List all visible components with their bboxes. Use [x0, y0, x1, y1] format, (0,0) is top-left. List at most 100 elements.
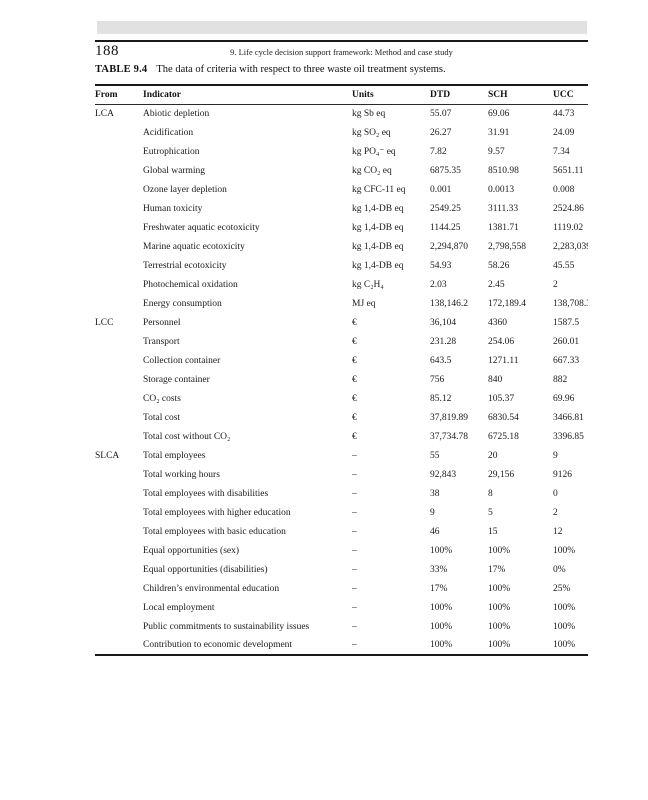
cell-dtd: 756 — [430, 374, 445, 385]
cell-sch: 58.26 — [488, 260, 510, 271]
cell-sch: 6725.18 — [488, 431, 519, 442]
cell-dtd: 17% — [430, 583, 448, 594]
table-row: CO₂ costs € 85.12 105.37 69.96 — [95, 389, 588, 408]
cell-ucc: 1119.02 — [553, 222, 584, 233]
col-header-sch: SCH — [488, 85, 553, 105]
table-caption: The data of criteria with respect to thr… — [156, 64, 446, 75]
cell-dtd: 37,734.78 — [430, 431, 468, 442]
table-label: TABLE 9.4 — [95, 64, 148, 75]
cell-sch: 100% — [488, 621, 511, 632]
cell-group: LCC — [95, 317, 114, 328]
cell-sch: 100% — [488, 545, 511, 556]
table-row: LCA Abiotic depletion kg Sb eq 55.07 69.… — [95, 104, 588, 123]
cell-ucc: 2524.86 — [553, 203, 584, 214]
cell-group — [95, 636, 143, 655]
cell-sch: 17% — [488, 564, 506, 575]
cell-ucc: 100% — [553, 545, 576, 556]
cell-units: € — [352, 393, 357, 404]
cell-group — [95, 427, 143, 446]
cell-sch: 2.45 — [488, 279, 505, 290]
cell-sch: 100% — [488, 602, 511, 613]
cell-group — [95, 180, 143, 199]
cell-dtd: 9 — [430, 507, 435, 518]
cell-group — [95, 484, 143, 503]
cell-group — [95, 275, 143, 294]
cell-sch: 20 — [488, 450, 498, 461]
cell-sch: 3111.33 — [488, 203, 519, 214]
cell-indicator: Abiotic depletion — [143, 108, 210, 119]
cell-indicator: Photochemical oxidation — [143, 279, 238, 290]
cell-units: kg 1,4-DB eq — [352, 260, 404, 271]
cell-dtd: 6875.35 — [430, 165, 461, 176]
cell-indicator: Total cost without CO₂ — [143, 431, 231, 442]
cell-dtd: 38 — [430, 488, 440, 499]
cell-indicator: Total working hours — [143, 469, 220, 480]
table-row: Children’s environmental education – 17%… — [95, 579, 588, 598]
cell-ucc: 260.01 — [553, 336, 580, 347]
cell-ucc: 25% — [553, 583, 571, 594]
table-row: Equal opportunities (disabilities) – 33%… — [95, 560, 588, 579]
cell-group: SLCA — [95, 450, 120, 461]
cell-group — [95, 142, 143, 161]
cell-dtd: 7.82 — [430, 146, 447, 157]
cell-units: kg SO₂ eq — [352, 127, 391, 138]
cell-sch: 100% — [488, 583, 511, 594]
table-title: TABLE 9.4 The data of criteria with respe… — [95, 64, 588, 75]
cell-ucc: 0 — [553, 488, 558, 499]
cell-ucc: 44.73 — [553, 108, 575, 119]
cell-units: kg PO₄⁻ eq — [352, 147, 396, 157]
cell-indicator: Human toxicity — [143, 203, 203, 214]
table-row: Storage container € 756 840 882 — [95, 370, 588, 389]
cell-sch: 31.91 — [488, 127, 510, 138]
table-row: Human toxicity kg 1,4-DB eq 2549.25 3111… — [95, 199, 588, 218]
cell-units: € — [352, 355, 357, 366]
cell-units: – — [352, 450, 357, 461]
cell-sch: 0.0013 — [488, 184, 515, 195]
table-row: Energy consumption MJ eq 138,146.2 172,1… — [95, 294, 588, 313]
cell-group — [95, 503, 143, 522]
table-row: SLCA Total employees – 55 20 9 — [95, 446, 588, 465]
table-row: Global warming kg CO₂ eq 6875.35 8510.98… — [95, 161, 588, 180]
cell-group — [95, 294, 143, 313]
cell-units: € — [352, 431, 357, 442]
cell-ucc: 9126 — [553, 469, 572, 480]
cell-sch: 172,189.4 — [488, 298, 526, 309]
cell-units: – — [352, 488, 357, 499]
cell-ucc: 69.96 — [553, 393, 575, 404]
cell-dtd: 0.001 — [430, 184, 452, 195]
cell-dtd: 2549.25 — [430, 203, 461, 214]
cell-units: – — [352, 583, 357, 594]
table-row: Total working hours – 92,843 29,156 9126 — [95, 465, 588, 484]
table-body: LCA Abiotic depletion kg Sb eq 55.07 69.… — [95, 104, 588, 655]
col-header-units: Units — [352, 85, 430, 105]
table-row: Freshwater aquatic ecotoxicity kg 1,4-DB… — [95, 218, 588, 237]
cell-group — [95, 351, 143, 370]
cell-indicator: Contribution to economic development — [143, 640, 293, 650]
cell-units: – — [352, 621, 357, 632]
cell-group — [95, 332, 143, 351]
table-row: Public commitments to sustainability iss… — [95, 617, 588, 636]
table-row: Local employment – 100% 100% 100% — [95, 598, 588, 617]
cell-sch: 4360 — [488, 317, 507, 328]
cell-sch: 100% — [488, 640, 511, 650]
cell-indicator: Acidification — [143, 127, 194, 138]
cell-group — [95, 541, 143, 560]
cell-dtd: 100% — [430, 545, 453, 556]
col-header-ucc: UCC — [553, 85, 588, 105]
cell-indicator: Public commitments to sustainability iss… — [143, 621, 310, 632]
cell-units: kg CO₂ eq — [352, 165, 392, 176]
cell-indicator: Transport — [143, 336, 180, 347]
cell-indicator: Eutrophication — [143, 146, 200, 157]
cell-group — [95, 161, 143, 180]
cell-indicator: Collection container — [143, 355, 221, 366]
cell-group — [95, 218, 143, 237]
table-row: Marine aquatic ecotoxicity kg 1,4-DB eq … — [95, 237, 588, 256]
cell-group: LCA — [95, 108, 114, 119]
table-row: Transport € 231.28 254.06 260.01 — [95, 332, 588, 351]
cell-indicator: Ozone layer depletion — [143, 184, 227, 195]
cell-units: kg 1,4-DB eq — [352, 222, 404, 233]
cell-dtd: 231.28 — [430, 336, 457, 347]
cell-group — [95, 579, 143, 598]
running-head: 9. Life cycle decision support framework… — [230, 47, 453, 57]
page-top-bar — [97, 21, 587, 34]
